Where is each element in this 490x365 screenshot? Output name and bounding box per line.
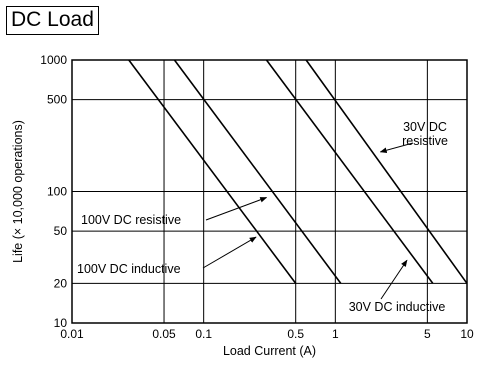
x-tick-labels: 0.01 0.05 0.1 0.5 1 5 10 <box>60 327 474 341</box>
annotation-arrow <box>205 197 268 221</box>
annotations: 30V DC resistive 100V DC resistive 100V DC … <box>77 120 448 314</box>
annotation-arrow <box>202 236 257 269</box>
x-tick-label: 1 <box>332 327 339 341</box>
annotation-label: 30V DC resistive <box>402 120 448 148</box>
annotation-line: 100V DC inductive <box>77 262 181 276</box>
x-tick-label: 10 <box>460 327 474 341</box>
x-axis-label: Load Current (A) <box>223 344 316 358</box>
x-tick-label: 0.05 <box>152 327 176 341</box>
y-tick-label: 500 <box>47 93 67 107</box>
x-tick-label: 0.01 <box>60 327 84 341</box>
y-tick-label: 100 <box>47 185 67 199</box>
series-layer <box>128 59 468 284</box>
series-line <box>265 59 434 284</box>
annotation-line: resistive <box>402 134 448 148</box>
x-tick-label: 5 <box>424 327 431 341</box>
annotation-label: 100V DC inductive <box>77 262 181 276</box>
x-tick-label: 0.5 <box>287 327 304 341</box>
chart-title: DC Load <box>6 6 99 35</box>
y-tick-label: 50 <box>54 224 68 238</box>
series-line <box>173 59 342 284</box>
y-tick-label: 20 <box>54 276 68 290</box>
x-tick-label: 0.1 <box>195 327 212 341</box>
y-tick-labels: 10 20 50 100 500 1000 <box>40 53 67 330</box>
series-line <box>305 59 468 284</box>
y-axis-label: Life (× 10,000 operations) <box>11 120 25 263</box>
annotation-arrow <box>379 142 414 153</box>
annotation-line: 30V DC inductive <box>349 300 446 314</box>
annotation-line: 100V DC resistive <box>81 213 181 227</box>
annotation-label: 100V DC resistive <box>81 213 181 227</box>
annotation-arrow <box>380 259 408 300</box>
grid <box>71 59 468 324</box>
annotation-label: 30V DC inductive <box>349 300 446 314</box>
plot-frame <box>71 59 468 324</box>
y-tick-label: 1000 <box>40 53 67 67</box>
annotation-line: 30V DC <box>403 120 447 134</box>
series-line <box>128 59 297 284</box>
y-tick-label: 10 <box>54 316 68 330</box>
